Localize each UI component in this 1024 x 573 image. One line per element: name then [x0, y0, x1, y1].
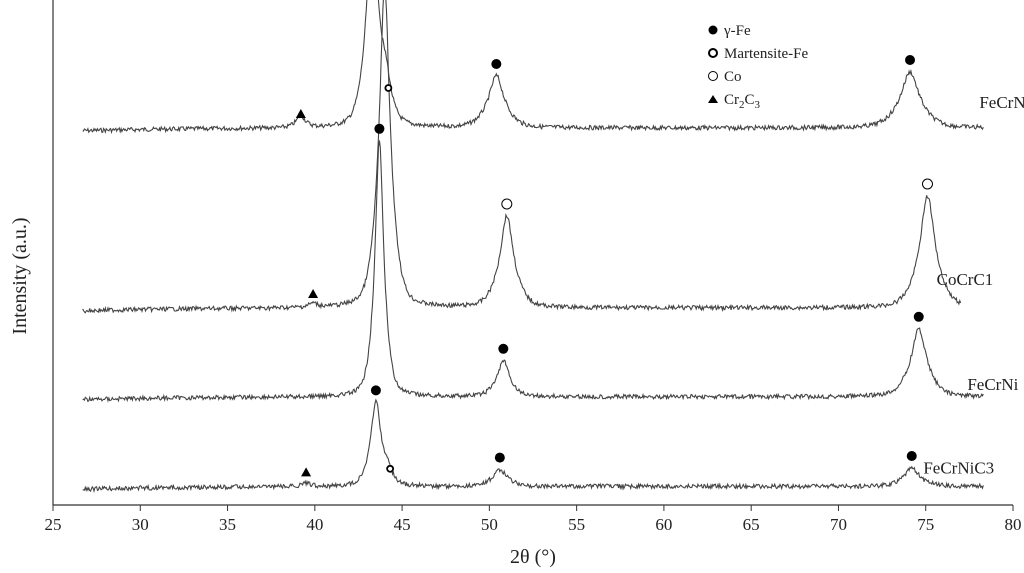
peak-marker-fecrnic3-4	[906, 451, 917, 461]
peak-marker-fecrni-2	[913, 311, 924, 322]
peak-marker-fecrnic1-0	[295, 109, 306, 118]
peak-marker-fecrnic3-1	[370, 385, 381, 396]
open-circle-icon	[708, 71, 718, 81]
x-ticks: 25 30 35 40 45 50 55 60 65 70 75 80	[45, 505, 1022, 534]
series-label-fecrnic1: FeCrNiC1	[979, 93, 1024, 112]
dotted-circle-icon	[708, 48, 718, 58]
peak-marker-fecrni-0	[374, 123, 385, 134]
x-tick-label: 50	[481, 515, 498, 534]
series-line-cocrc1	[82, 0, 962, 314]
series-line-fecrnic3	[82, 398, 984, 493]
legend-entry-co: Co	[708, 69, 742, 85]
legend-entry-cr2c3: Cr2C3	[708, 92, 761, 111]
series-label-cocrc1: CoCrC1	[937, 270, 994, 289]
peak-marker-fecrnic3-0	[301, 467, 312, 477]
x-tick-label: 40	[306, 515, 323, 534]
x-axis-title: 2θ (°)	[510, 546, 556, 568]
legend-label-gamma-fe: γ-Fe	[723, 23, 751, 39]
peak-marker-fecrnic1-2	[384, 84, 393, 92]
x-tick-label: 55	[568, 515, 585, 534]
peak-marker-fecrni-1	[498, 343, 509, 354]
series-line-fecrni	[82, 140, 984, 403]
peak-marker-fecrnic1-3	[491, 59, 502, 69]
filled-circle-icon	[708, 25, 718, 35]
legend-entry-martensite: Martensite-Fe	[708, 46, 808, 62]
peak-marker-cocrc1-2	[501, 198, 513, 210]
peak-markers	[295, 55, 933, 477]
peak-marker-cocrc1-3	[921, 178, 933, 190]
legend-label-martensite: Martensite-Fe	[724, 46, 808, 62]
series-labels: FeCrNiC1 CoCrC1 FeCrNi FeCrNiC3	[923, 93, 1024, 477]
plot-lines	[82, 0, 984, 493]
peak-marker-cocrc1-0	[308, 289, 319, 298]
legend-entry-gamma-fe: γ-Fe	[708, 23, 751, 39]
legend: γ-Fe Martensite-Fe Co Cr2C3	[708, 23, 808, 111]
x-tick-label: 70	[830, 515, 847, 534]
peak-marker-fecrnic3-2	[386, 464, 395, 473]
peak-marker-fecrnic1-4	[905, 55, 916, 65]
x-tick-label: 75	[917, 515, 934, 534]
filled-triangle-icon	[708, 95, 718, 103]
x-tick-label: 45	[394, 515, 411, 534]
legend-label-co: Co	[724, 69, 742, 85]
x-tick-label: 60	[655, 515, 672, 534]
x-tick-label: 35	[219, 515, 236, 534]
legend-label-cr2c3: Cr2C3	[724, 92, 761, 111]
series-label-fecrni: FeCrNi	[967, 375, 1018, 394]
x-tick-label: 25	[45, 515, 62, 534]
x-tick-label: 30	[132, 515, 149, 534]
x-tick-label: 65	[743, 515, 760, 534]
series-label-fecrnic3: FeCrNiC3	[923, 458, 994, 477]
series-line-fecrnic1	[82, 0, 984, 135]
y-axis-title: Intensity (a.u.)	[9, 217, 31, 334]
x-tick-label: 80	[1005, 515, 1022, 534]
peak-marker-fecrnic3-3	[494, 452, 505, 463]
